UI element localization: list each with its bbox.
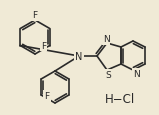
Text: N: N xyxy=(75,52,83,61)
Text: N: N xyxy=(103,35,109,44)
Text: S: S xyxy=(105,71,111,80)
Text: F: F xyxy=(45,92,50,101)
Text: H−Cl: H−Cl xyxy=(105,93,135,106)
Text: N: N xyxy=(133,70,139,79)
Text: F: F xyxy=(41,42,46,51)
Text: F: F xyxy=(32,11,38,20)
